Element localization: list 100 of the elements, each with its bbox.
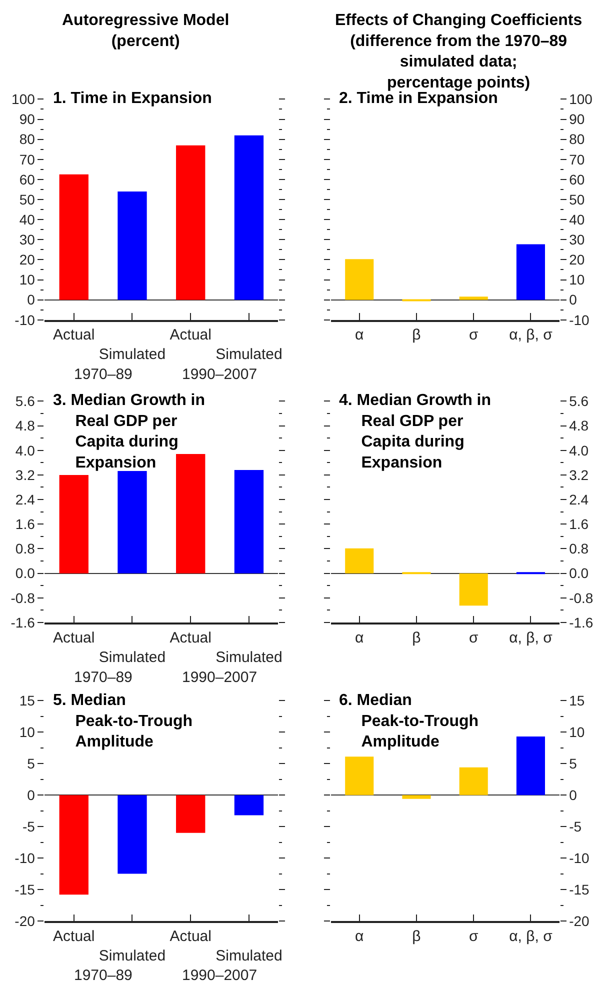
y-tick-label: 10 xyxy=(19,724,36,740)
y-tick-label: 30 xyxy=(569,232,585,248)
y-tick-label: 0.8 xyxy=(15,540,36,557)
y-tick-label: 50 xyxy=(569,191,585,208)
y-tick-label: -10 xyxy=(14,312,36,328)
x-tick-label: α, β, σ xyxy=(509,629,554,646)
bar xyxy=(176,454,206,574)
x-tick-label: σ xyxy=(468,629,479,646)
y-tick-label: 3.2 xyxy=(569,466,589,483)
chart-title: Autoregressive Model (percent) xyxy=(62,12,230,50)
text: 3. Median Growth in Real GDP per Capita during Expansion xyxy=(53,392,206,472)
x-tick-label: α xyxy=(355,326,364,344)
y-tick-label: -5 xyxy=(22,818,36,834)
y-tick-label: -15 xyxy=(569,881,590,898)
y-tick-label: -5 xyxy=(569,818,582,834)
y-tick-label: -20 xyxy=(14,912,36,929)
y-tick-label: -1.6 xyxy=(10,614,36,630)
x-tick-label: Simulated xyxy=(216,648,282,666)
y-tick-label: 90 xyxy=(569,111,585,128)
x-tick-label: σ xyxy=(468,326,479,344)
y-tick-label: 1.6 xyxy=(15,516,36,532)
y-tick-label: 5 xyxy=(569,756,578,772)
x-tick-label: Actual xyxy=(53,326,95,344)
bar xyxy=(59,474,88,574)
text: 1970–89 xyxy=(74,669,132,686)
y-tick-label: -20 xyxy=(569,912,590,929)
x-tick-label: α, β, σ xyxy=(509,326,554,344)
y-tick-label: 80 xyxy=(569,131,585,148)
y-tick-label: 0 xyxy=(27,292,36,308)
text: 1990–2007 xyxy=(182,366,258,383)
bar xyxy=(459,573,488,606)
y-tick-label: 30 xyxy=(19,232,36,248)
y-tick-label: 0 xyxy=(569,786,578,803)
y-tick-label: 3.2 xyxy=(15,466,36,483)
bar xyxy=(459,767,488,796)
bar xyxy=(516,244,545,300)
text: 1970–89 xyxy=(74,967,132,984)
y-tick-label: 10 xyxy=(569,272,585,288)
y-tick-label: 5.6 xyxy=(15,393,36,410)
y-tick-label: 0.0 xyxy=(569,565,589,582)
y-tick-label: 40 xyxy=(19,211,36,228)
bar xyxy=(59,174,88,300)
x-tick-label: Simulated xyxy=(98,947,166,964)
x-tick-label: Simulated xyxy=(216,947,282,964)
y-tick-label: -10 xyxy=(569,312,590,328)
y-tick-label: -0.8 xyxy=(569,590,594,606)
x-tick-label: Simulated xyxy=(98,648,166,666)
y-tick-label: 60 xyxy=(19,171,36,188)
y-tick-label: -10 xyxy=(14,850,36,866)
bar xyxy=(234,135,264,300)
bar xyxy=(234,470,264,574)
y-tick-label: 1.6 xyxy=(569,516,589,532)
y-tick-label: 4.8 xyxy=(569,418,589,434)
y-tick-label: 50 xyxy=(19,191,36,208)
y-tick-label: 70 xyxy=(19,151,36,168)
bar xyxy=(118,191,147,300)
bar xyxy=(176,145,206,300)
text: 1970–89 xyxy=(74,366,132,383)
text: 1990–2007 xyxy=(182,967,258,984)
chart-subtitle: 2. Time in Expansion xyxy=(339,90,498,107)
y-tick-label: 10 xyxy=(569,724,585,740)
y-tick-label: -0.8 xyxy=(10,590,36,606)
y-tick-label: 2.4 xyxy=(569,491,589,508)
y-tick-label: 0.0 xyxy=(15,565,36,582)
y-tick-label: -15 xyxy=(14,881,36,898)
chart-title: Effects of Changing Coefficients (difference from the 1970–89 simulated data; percentage points) xyxy=(335,12,582,92)
y-tick-label: -10 xyxy=(569,850,590,866)
x-tick-label: Simulated xyxy=(98,346,166,364)
y-tick-label: 0 xyxy=(569,292,578,308)
y-tick-label: -1.6 xyxy=(569,614,594,630)
y-tick-label: 0 xyxy=(27,786,36,803)
x-tick-label: β xyxy=(412,629,422,646)
bar xyxy=(516,736,545,796)
y-tick-label: 10 xyxy=(19,272,36,288)
x-tick-label: α xyxy=(355,928,364,945)
x-tick-label: σ xyxy=(468,928,479,945)
y-tick-label: 80 xyxy=(19,131,36,148)
y-tick-label: 20 xyxy=(569,252,585,268)
bar xyxy=(345,756,374,796)
x-tick-label: α xyxy=(355,629,364,646)
y-tick-label: 60 xyxy=(569,171,585,188)
y-tick-label: 100 xyxy=(12,91,36,108)
y-tick-label: 15 xyxy=(19,692,36,709)
y-tick-label: 4.0 xyxy=(569,442,589,458)
text: 4. Median Growth in Real GDP per Capita during Expansion xyxy=(339,392,492,472)
y-tick-label: 4.0 xyxy=(15,442,36,458)
x-tick-label: α, β, σ xyxy=(509,928,554,945)
y-tick-label: 20 xyxy=(19,252,36,268)
x-tick-label: Actual xyxy=(53,629,95,646)
y-tick-label: 40 xyxy=(569,211,585,228)
y-tick-label: 2.4 xyxy=(15,491,36,508)
bar xyxy=(345,548,374,574)
y-tick-label: 5 xyxy=(27,756,36,772)
y-tick-label: 90 xyxy=(19,111,36,128)
text: 6. Median Peak-to-Trough Amplitude xyxy=(339,692,479,751)
x-tick-label: Actual xyxy=(170,629,212,646)
x-tick-label: β xyxy=(412,326,422,344)
bar xyxy=(459,296,488,300)
y-tick-label: 15 xyxy=(569,692,585,709)
x-tick-label: Simulated xyxy=(216,346,282,364)
